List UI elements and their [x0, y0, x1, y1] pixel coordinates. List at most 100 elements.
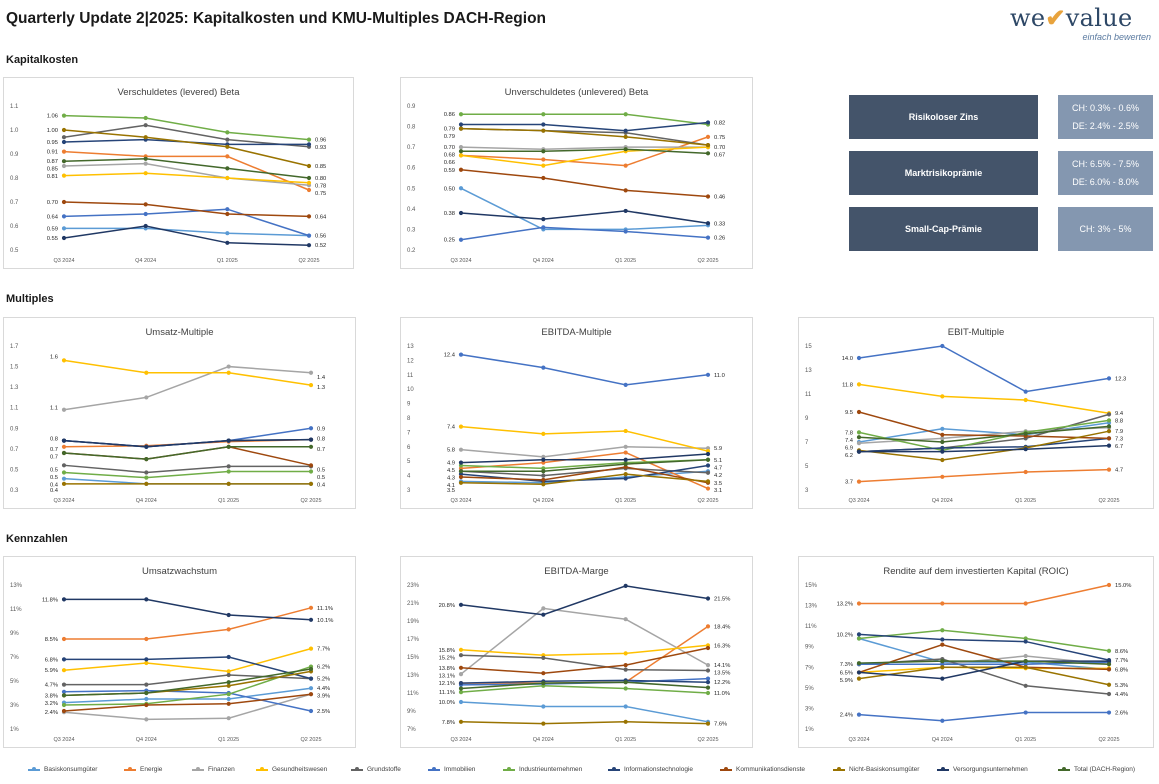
y-tick-label: 0.6 [407, 166, 416, 172]
y-tick-label: 0.3 [407, 227, 416, 233]
y-tick-label: 11% [407, 691, 419, 697]
y-tick-label: 3 [805, 488, 809, 494]
data-label: 2.4% [840, 713, 853, 719]
data-point [458, 122, 464, 127]
data-label: 5.8 [447, 448, 455, 454]
data-point [143, 161, 148, 166]
data-label: 15.8% [439, 648, 455, 654]
data-label: 9.5 [845, 410, 853, 416]
x-tick-label: Q1 2025 [615, 737, 636, 743]
data-point [458, 647, 464, 652]
x-tick-label: Q2 2025 [697, 498, 718, 504]
data-label: 2.4% [45, 710, 58, 716]
data-point [143, 156, 148, 161]
data-point [1106, 582, 1112, 588]
data-label: 0.64 [315, 214, 327, 220]
data-point [144, 660, 149, 666]
data-point [1023, 710, 1028, 715]
data-point [458, 447, 464, 452]
data-label: 0.85 [315, 164, 326, 170]
series-line [461, 148, 709, 155]
data-point [705, 624, 711, 629]
data-point [541, 681, 546, 686]
data-label: 4.4% [1115, 692, 1128, 698]
legend-label: Nicht-Basiskonsumgüter [849, 766, 920, 773]
data-point [541, 225, 546, 230]
data-point [144, 395, 149, 400]
data-point [61, 226, 67, 231]
section-kennzahlen: Kennzahlen [6, 533, 68, 545]
x-tick-label: Q4 2024 [136, 498, 157, 504]
y-tick-label: 13% [10, 583, 23, 589]
series-line [858, 437, 1110, 453]
data-point [705, 134, 711, 139]
series-line [63, 647, 312, 673]
legend-label: Gesundheitswesen [272, 766, 328, 773]
data-point [623, 428, 628, 434]
series-line [63, 687, 312, 704]
data-point [1106, 662, 1112, 667]
data-label: 0.78 [315, 184, 326, 190]
data-label: 7.9 [1115, 429, 1123, 435]
data-point [226, 481, 231, 486]
data-label: 0.96 [315, 138, 326, 144]
data-point [226, 692, 231, 697]
data-point [226, 680, 231, 685]
data-point [225, 175, 230, 181]
series-line [63, 668, 312, 697]
data-point [705, 470, 711, 475]
x-tick-label: Q2 2025 [1098, 737, 1119, 743]
data-point [1023, 665, 1028, 670]
data-point [308, 463, 314, 468]
data-point [61, 159, 67, 164]
data-label: 21.5% [714, 597, 730, 603]
series-line [63, 208, 310, 237]
data-point [705, 645, 711, 651]
data-label: 7.6% [714, 722, 727, 728]
x-tick-label: Q3 2024 [53, 737, 74, 743]
y-tick-label: 3% [805, 706, 814, 712]
series-line [63, 477, 311, 485]
y-tick-label: 5 [407, 459, 411, 465]
data-label: 6.2% [317, 665, 330, 671]
data-label: 4.5 [447, 468, 455, 474]
data-point [940, 659, 945, 664]
x-tick-label: Q2 2025 [697, 737, 718, 743]
data-point [458, 167, 464, 172]
data-point [61, 438, 67, 443]
data-label: 1.4 [317, 375, 326, 381]
y-tick-label: 0.9 [407, 104, 416, 110]
series-line [63, 693, 312, 712]
data-point [856, 712, 862, 717]
data-label: 0.9 [317, 426, 325, 432]
data-point [541, 466, 546, 471]
data-point [623, 444, 628, 449]
x-tick-label: Q1 2025 [615, 498, 636, 504]
data-point [1023, 636, 1028, 641]
data-point [856, 435, 862, 440]
series-line [63, 172, 310, 184]
series-line [63, 464, 311, 474]
data-point [61, 708, 67, 714]
data-point [226, 364, 231, 369]
data-point [623, 704, 628, 709]
legend-swatch-icon [192, 767, 204, 771]
data-point [1023, 659, 1028, 664]
chart-title: EBITDA-Marge [544, 566, 609, 577]
data-point [541, 454, 546, 459]
y-tick-label: 23% [407, 583, 420, 589]
y-tick-label: 4 [407, 474, 411, 480]
data-point [61, 702, 67, 708]
data-point [1106, 412, 1112, 417]
data-label: 10.1% [317, 618, 333, 624]
data-point [144, 470, 149, 475]
series-line [460, 701, 709, 723]
data-point [61, 444, 67, 449]
series-line [460, 146, 708, 150]
y-tick-label: 11 [407, 373, 414, 379]
data-point [541, 157, 546, 162]
chart-title: EBITDA-Multiple [541, 327, 612, 338]
data-point [144, 717, 149, 722]
series-line [63, 438, 312, 448]
series-line [858, 345, 1110, 393]
